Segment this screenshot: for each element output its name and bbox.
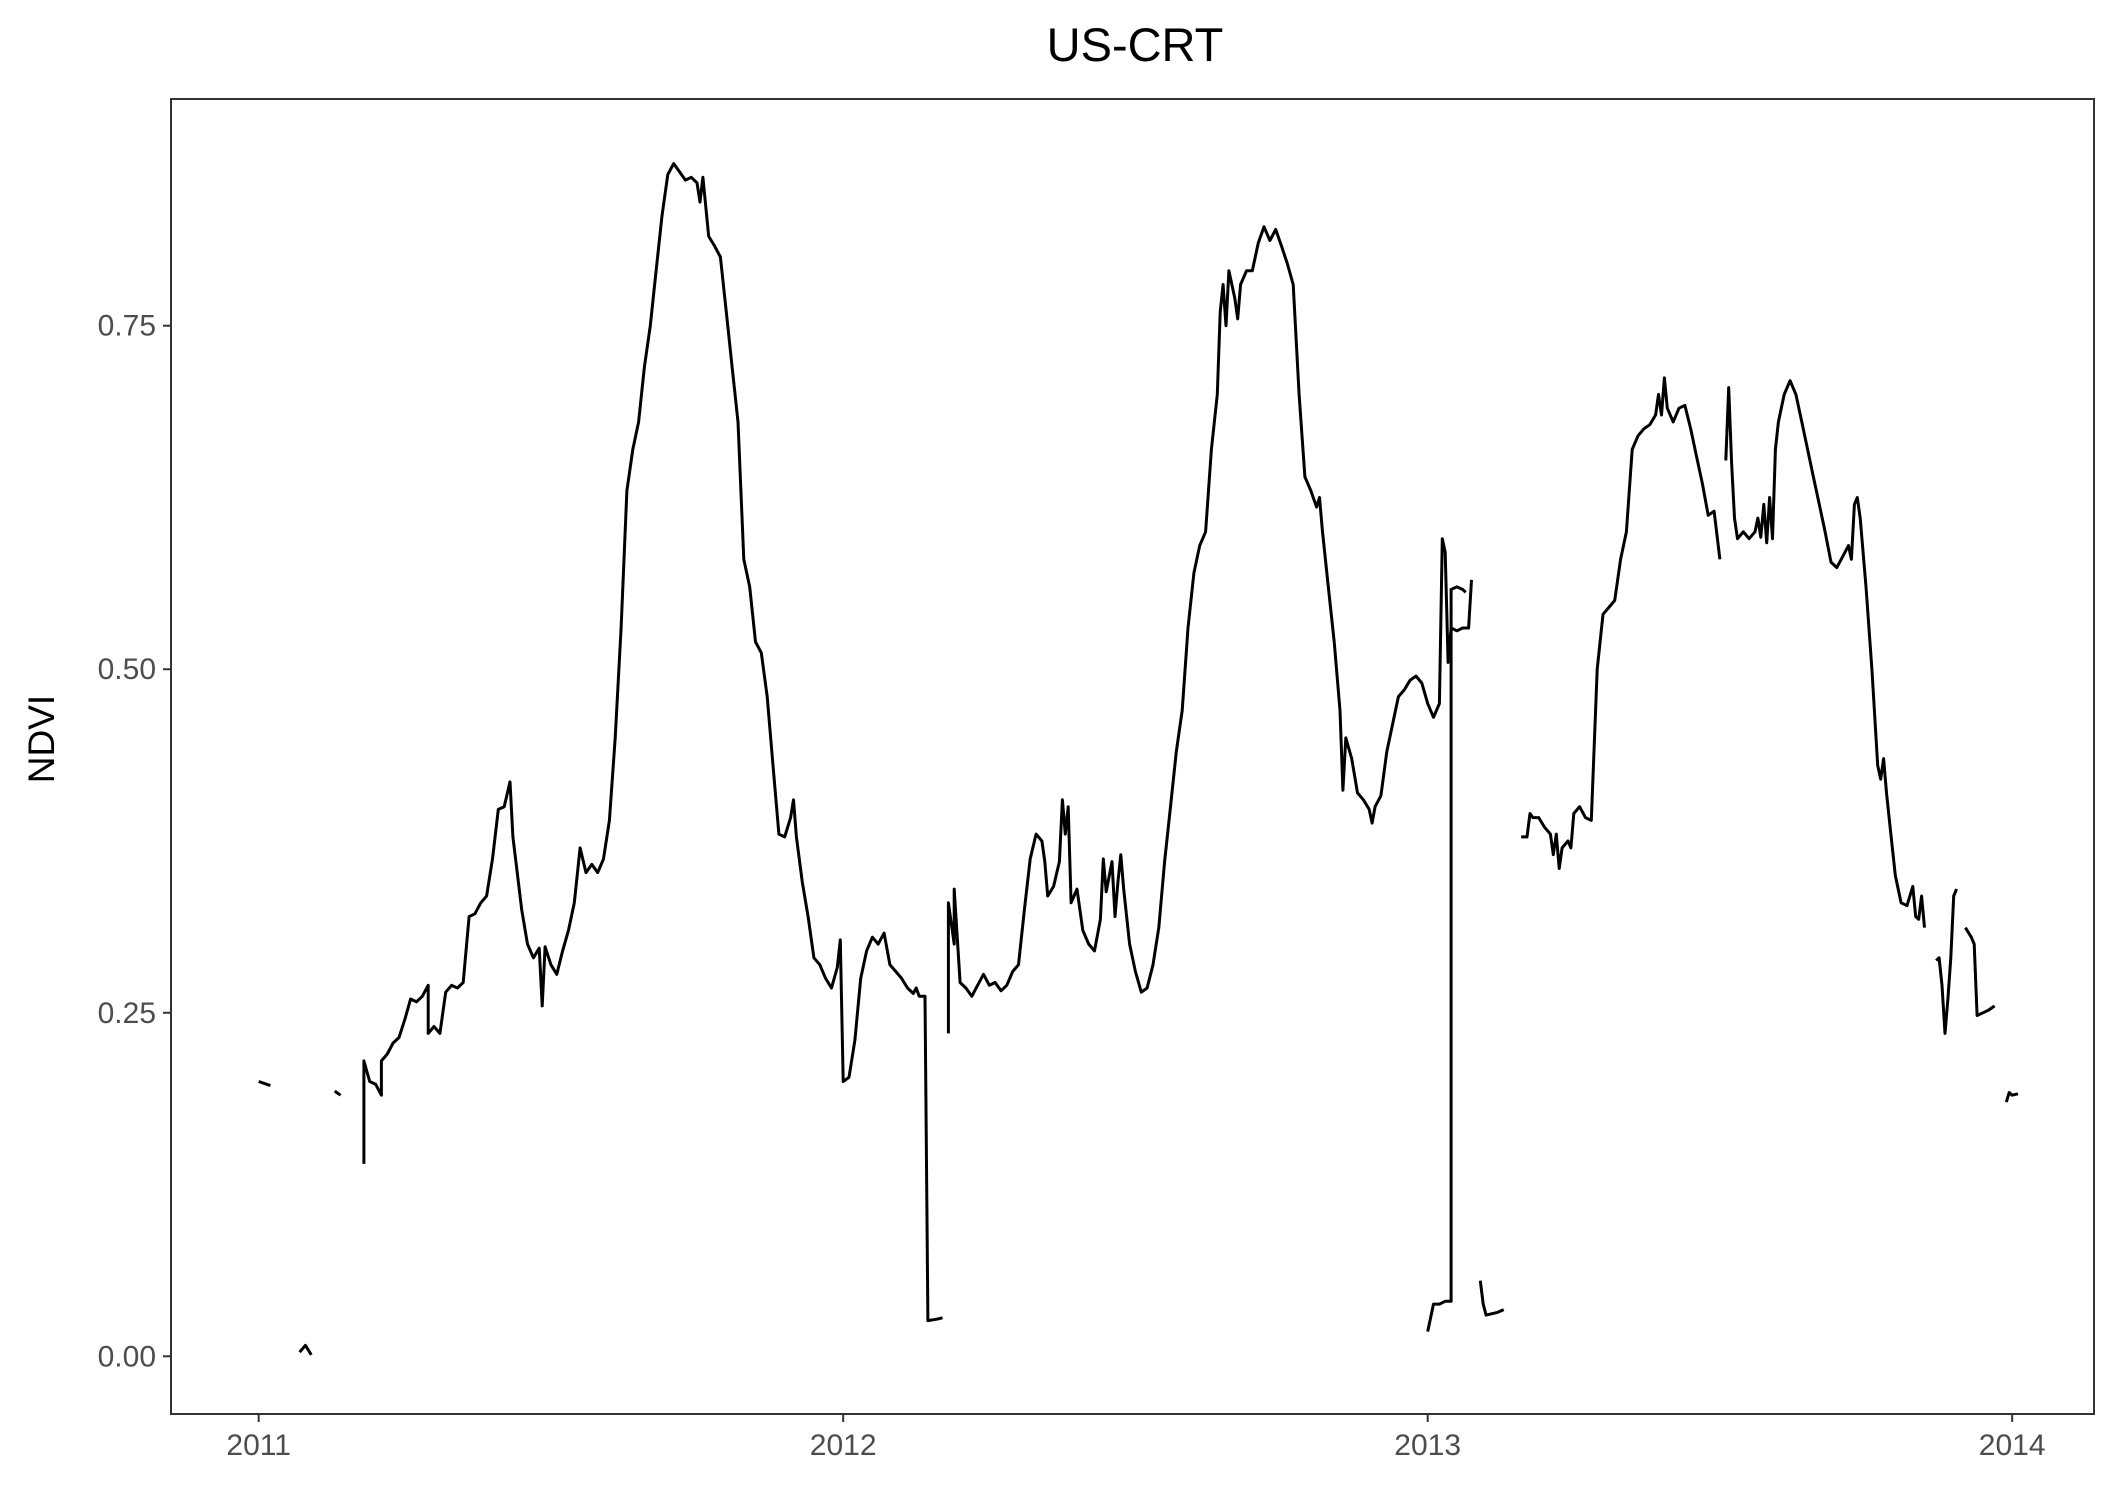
- x-axis: 2011 2012 2013 2014: [226, 1414, 2046, 1462]
- y-tick-label: 0.75: [98, 310, 156, 343]
- ndvi-line-segment: [258, 1080, 271, 1088]
- ndvi-line-segment: [333, 1089, 342, 1097]
- x-tick-label: 2013: [1394, 1429, 1461, 1462]
- panel-border: [170, 98, 2095, 1415]
- ndvi-line-segment: [362, 162, 943, 1323]
- ndvi-line-segment: [298, 1343, 313, 1356]
- ndvi-line-segment: [1935, 888, 1958, 1035]
- y-axis-title: NDVI: [21, 695, 62, 783]
- x-tick-label: 2011: [226, 1429, 291, 1462]
- ndvi-line-segment: [2004, 1091, 2019, 1103]
- ndvi-line-segment: [946, 225, 1473, 1034]
- x-tick-label: 2014: [1979, 1429, 2046, 1462]
- ndvi-line-segment: [1964, 926, 1996, 1017]
- chart-title: US-CRT: [1047, 18, 1224, 71]
- y-tick-label: 0.00: [98, 1340, 156, 1373]
- x-tick-label: 2012: [810, 1429, 877, 1462]
- y-tick-label: 0.50: [98, 653, 156, 686]
- ndvi-line-segment: [1521, 376, 1722, 870]
- ndvi-line-segment: [1478, 1280, 1505, 1317]
- ndvi-line-segment: [1724, 379, 1926, 928]
- y-axis: 0.00 0.25 0.50 0.75: [98, 310, 171, 1373]
- ndvi-series: [258, 162, 2019, 1356]
- y-tick-label: 0.25: [98, 997, 156, 1030]
- ndvi-line-segment: [1426, 585, 1467, 1332]
